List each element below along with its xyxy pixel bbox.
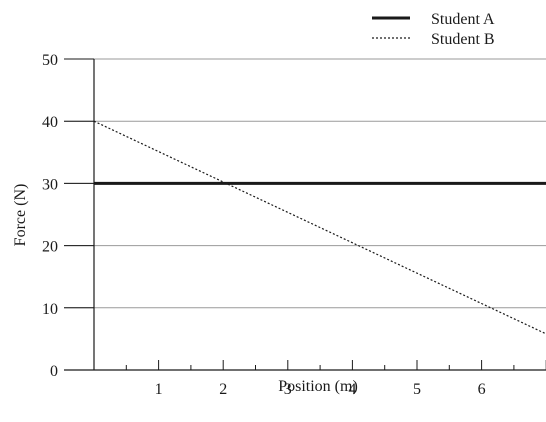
axes: [64, 59, 546, 371]
series-line-student-b: [93, 120, 546, 335]
x-tick-label-3: 3: [284, 381, 292, 398]
x-axis-title: Position (m): [278, 378, 358, 395]
x-tick-label-2: 2: [219, 381, 227, 398]
legend-label-student-a: Student A: [431, 11, 495, 28]
x-tick-label-4: 4: [348, 381, 356, 398]
y-tick-label-40: 40: [42, 114, 58, 131]
x-ticks: 1 2 3 4 5 6: [125, 360, 546, 398]
y-axis-title: Force (N): [12, 184, 29, 247]
y-ticks: 0 10 20 30 40 50: [42, 52, 94, 380]
x-tick-label-5: 5: [413, 381, 421, 398]
y-tick-label-0: 0: [50, 363, 58, 380]
legend: Student A Student B: [372, 11, 495, 48]
y-tick-label-50: 50: [42, 52, 58, 69]
y-tick-label-30: 30: [42, 176, 58, 193]
series-lines: [93, 120, 546, 335]
y-tick-label-20: 20: [42, 239, 58, 256]
legend-label-student-b: Student B: [431, 31, 495, 48]
x-tick-label-6: 6: [478, 381, 486, 398]
x-tick-label-1: 1: [155, 381, 163, 398]
y-tick-label-10: 10: [42, 301, 58, 318]
